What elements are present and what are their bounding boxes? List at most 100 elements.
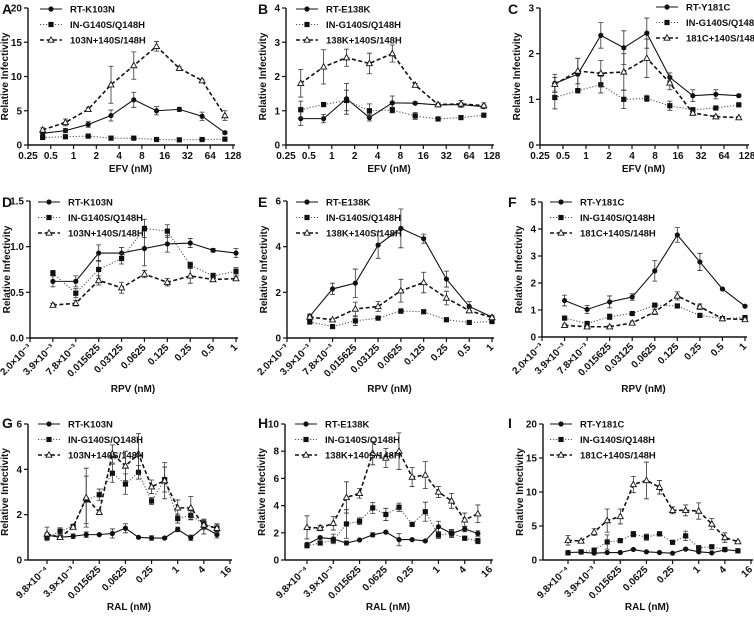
data-point [160, 476, 169, 484]
x-tick-label: 0.125 [402, 342, 428, 368]
data-point [96, 266, 102, 273]
y-tick-label: 0.0 [10, 334, 24, 345]
x-tick-label: 0.0625 [119, 342, 149, 372]
data-point [153, 136, 160, 143]
data-point [49, 300, 57, 308]
panel-b: B 0 1 2 3 4 0.25 0.5 1 2 4 8 16 32 64 128 EFV (nM) Relati… [258, 1, 501, 175]
data-point [70, 533, 76, 539]
x-tick-label: 0.25 [530, 151, 550, 162]
data-point [475, 538, 481, 544]
data-point [598, 32, 604, 39]
legend-marker [303, 35, 311, 43]
legend-entry: IN-G140S/Q148H [296, 213, 401, 224]
legend-label: 181C+140S/148H [580, 229, 656, 240]
legend-marker [46, 421, 52, 427]
y-axis-label: Relative Infectivity [514, 225, 525, 313]
y-tick-label: 4 [530, 225, 536, 236]
data-point [131, 97, 137, 103]
y-tick-label: 5 [531, 522, 537, 533]
y-tick-label: 2 [528, 49, 534, 60]
data-point [38, 125, 47, 133]
data-point [603, 516, 611, 524]
data-point [374, 302, 382, 310]
data-point [591, 547, 597, 553]
data-point [96, 492, 102, 498]
series-line [306, 450, 479, 529]
data-point [214, 532, 220, 538]
x-tick-label: 16 [159, 151, 171, 162]
data-point [629, 480, 638, 488]
legend-marker [48, 21, 54, 28]
data-point [435, 524, 442, 530]
y-tick-label: 10 [11, 72, 23, 83]
legend-label: IN-G140S/Q148H [686, 18, 754, 29]
x-tick-label: 0.5 [302, 151, 316, 162]
data-point [643, 54, 651, 61]
data-point [396, 504, 402, 510]
legend-marker [46, 214, 52, 221]
x-tick-label: 32 [695, 151, 707, 162]
y-tick-label: 15 [11, 38, 23, 49]
data-point [175, 64, 184, 71]
data-point [696, 302, 704, 310]
data-point [317, 534, 323, 541]
data-point [620, 67, 628, 75]
data-point [488, 313, 496, 321]
data-point [388, 49, 397, 57]
series-103n-140s-148h [43, 433, 221, 542]
x-tick-label: 0.25 [429, 342, 451, 364]
series-181c-140s-148h [551, 38, 743, 121]
data-point [343, 540, 350, 546]
data-point [742, 303, 748, 309]
series-in-g140s-q148h [565, 530, 741, 556]
data-point [448, 530, 455, 536]
data-point [199, 113, 205, 119]
legend-label: 138K+140S/148H [326, 36, 402, 47]
data-point [233, 250, 239, 256]
data-point [656, 531, 663, 537]
data-point [590, 527, 598, 535]
data-point [164, 228, 170, 234]
x-tick-label: 8 [652, 151, 658, 162]
data-point [199, 136, 205, 143]
legend-entry: 103N+140S/148H [38, 229, 144, 240]
data-point [697, 259, 703, 265]
y-tick-label: 0 [273, 556, 279, 567]
data-point [368, 449, 377, 456]
x-tick-label: 4 [196, 564, 208, 576]
data-point [352, 318, 358, 324]
data-point [605, 322, 614, 330]
legend-marker [304, 21, 310, 28]
y-tick-label: 1.5 [10, 197, 24, 208]
data-point [383, 529, 389, 535]
data-point [85, 133, 91, 139]
data-point [375, 315, 381, 321]
series-103n-140s-148h [49, 268, 240, 308]
data-point [398, 308, 404, 314]
legend-entry: RT-E138K [296, 198, 370, 209]
x-axis-label: RPV (nM) [621, 384, 665, 395]
data-point [321, 116, 327, 122]
x-tick-label: 0.0625 [629, 341, 659, 371]
panel-letter: H [258, 415, 268, 431]
x-axis-label: RAL (nM) [107, 602, 151, 613]
data-point [163, 278, 172, 285]
legend-entry: IN-G140S/Q148H [550, 213, 655, 224]
data-point [643, 549, 650, 555]
series-line [300, 99, 484, 120]
data-point [176, 137, 182, 143]
data-point [222, 130, 228, 136]
data-point [434, 487, 443, 495]
data-point [389, 100, 395, 106]
legend-label: RT-E138K [325, 420, 369, 431]
data-point [561, 315, 568, 321]
x-tick-label: 16 [672, 151, 684, 162]
data-point [561, 297, 568, 304]
data-point [669, 539, 676, 545]
data-point [656, 549, 663, 556]
data-point [655, 483, 664, 490]
x-axis-label: RPV (nM) [111, 384, 155, 395]
y-tick-label: 20 [526, 420, 538, 431]
data-point [465, 306, 473, 314]
x-axis-label: RPV (nM) [367, 384, 411, 395]
